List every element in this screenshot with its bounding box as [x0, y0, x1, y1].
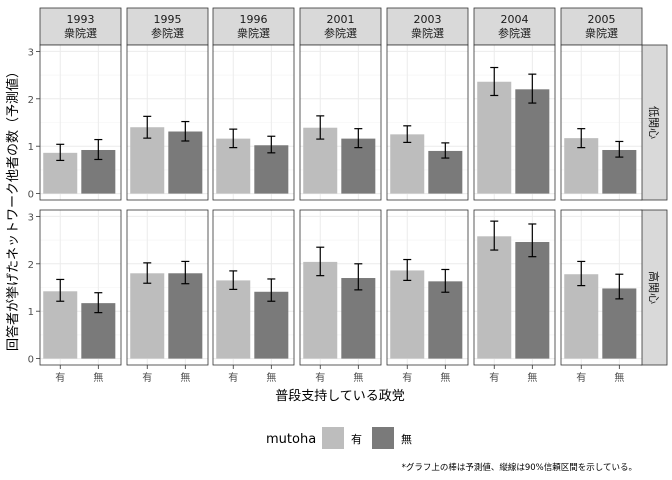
facet-election-label: 衆院選: [411, 26, 444, 40]
facet-strip: [39, 7, 122, 46]
legend-label-yes: 有: [351, 432, 362, 446]
panel-border: [560, 209, 643, 366]
x-tick-label: 無: [93, 371, 103, 384]
panel-border: [386, 44, 469, 201]
x-tick-label: 有: [402, 371, 412, 384]
bar-no: [515, 89, 550, 194]
panel-border: [212, 44, 295, 201]
x-tick-label: 無: [353, 371, 363, 384]
panel-border: [299, 209, 382, 366]
bar-yes: [477, 81, 512, 194]
caption: *グラフ上の棒は予測値、縦線は90%信頼区間を示している。: [402, 462, 637, 473]
x-tick-label: 有: [315, 371, 325, 384]
x-tick-label: 無: [266, 371, 276, 384]
facet-election-label: 参院選: [151, 26, 184, 40]
panel-border: [473, 209, 556, 366]
facet-year-label: 2005: [588, 13, 616, 26]
bar-yes: [390, 270, 425, 359]
facet-strip: [126, 7, 209, 46]
panel-border: [299, 44, 382, 201]
x-axis-title: 普段支持している政党: [275, 389, 405, 404]
y-tick-label: 3: [28, 47, 34, 58]
facet-strip: [473, 7, 556, 46]
facet-election-label: 衆院選: [237, 26, 270, 40]
bar-no: [428, 281, 463, 359]
facet-year-label: 2003: [414, 13, 442, 26]
facet-year-label: 2001: [327, 13, 355, 26]
facet-year-label: 2004: [501, 13, 529, 26]
row-strip: [640, 209, 668, 366]
y-tick-label: 0: [28, 355, 34, 366]
bar-yes: [43, 291, 78, 359]
facet-year-label: 1993: [67, 13, 95, 26]
bar-no: [602, 288, 637, 359]
bar-yes: [564, 274, 599, 359]
facet-election-label: 衆院選: [64, 26, 97, 40]
panel-border: [39, 44, 122, 201]
bar-yes: [390, 134, 425, 194]
facet-strip: [299, 7, 382, 46]
y-tick-label: 2: [28, 95, 34, 106]
x-tick-label: 無: [180, 371, 190, 384]
legend-key-yes: [322, 427, 344, 449]
y-tick-label: 0: [28, 190, 34, 201]
y-axis-title: 回答者が挙げたネットワーク他者の数（予測値）: [5, 65, 21, 351]
x-tick-label: 有: [142, 371, 152, 384]
bar-no: [515, 241, 550, 359]
panel-border: [39, 209, 122, 366]
legend-key-no: [372, 427, 394, 449]
x-tick-label: 有: [576, 371, 586, 384]
x-tick-label: 有: [55, 371, 65, 384]
row-strip-label: 高関心: [647, 271, 661, 304]
bar-no: [341, 278, 376, 359]
panel-border: [212, 209, 295, 366]
facet-strip: [212, 7, 295, 46]
y-tick-label: 1: [28, 307, 34, 318]
x-tick-label: 有: [228, 371, 238, 384]
facet-year-label: 1996: [240, 13, 268, 26]
bar-yes: [477, 236, 512, 359]
x-tick-label: 無: [527, 371, 537, 384]
panel-border: [386, 209, 469, 366]
legend-title: mutoha: [266, 432, 316, 447]
y-tick-label: 3: [28, 212, 34, 223]
facet-election-label: 衆院選: [585, 26, 618, 40]
panel-border: [126, 209, 209, 366]
bar-yes: [216, 280, 251, 359]
facet-year-label: 1995: [154, 13, 182, 26]
x-tick-label: 無: [614, 371, 624, 384]
facet-election-label: 参院選: [324, 26, 357, 40]
panel-border: [560, 44, 643, 201]
y-tick-label: 2: [28, 260, 34, 271]
panel-border: [473, 44, 556, 201]
bar-yes: [303, 261, 338, 359]
bar-no: [168, 273, 203, 359]
bar-no: [168, 131, 203, 194]
legend: mutoha 有 無: [266, 427, 412, 449]
bar-yes: [130, 273, 165, 359]
panel-border: [126, 44, 209, 201]
legend-label-no: 無: [401, 432, 412, 446]
facet-election-label: 参院選: [498, 26, 531, 40]
y-tick-label: 1: [28, 142, 34, 153]
row-strip-label: 低関心: [647, 106, 660, 139]
bar-no: [254, 291, 289, 359]
x-tick-label: 有: [489, 371, 499, 384]
x-tick-label: 無: [440, 371, 450, 384]
